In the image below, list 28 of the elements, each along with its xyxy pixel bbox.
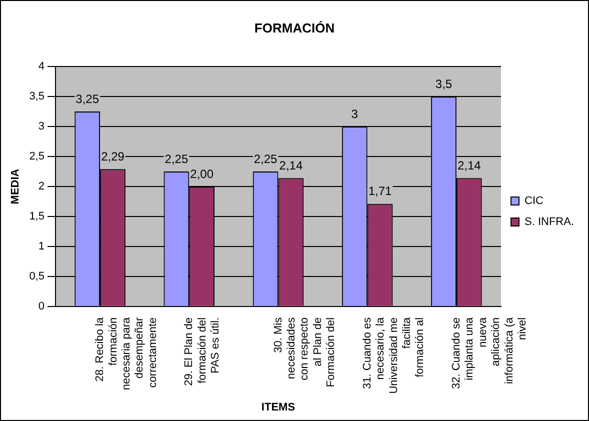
- legend-label: CIC: [524, 195, 544, 208]
- y-tick-label: 4: [38, 60, 44, 73]
- data-label: 1,71: [368, 184, 392, 198]
- y-tick-label: 1,5: [29, 210, 44, 222]
- legend-label: S. INFRA.: [524, 216, 574, 228]
- x-axis-title: ITEMS: [261, 401, 296, 414]
- data-label: 2,14: [279, 158, 303, 172]
- y-tick-label: 3: [38, 120, 44, 133]
- data-label: 3: [351, 106, 358, 121]
- x-tick-label: 30. Mis necesidades con respecto al Plan de Formación del: [272, 316, 338, 388]
- data-label: 2,29: [101, 149, 125, 164]
- y-tick-label: 2,5: [29, 150, 44, 163]
- x-tick-label: 32. Cuando se implanta una nueva aplicación informática (a nivel: [450, 316, 528, 389]
- data-label: 3,25: [76, 92, 100, 106]
- data-label: 2,25: [254, 152, 278, 166]
- y-tick-label: 2: [38, 180, 44, 193]
- data-label: 3,5: [435, 76, 452, 91]
- x-tick-label: 28. Recibo la formación necesaria para desempeñar correctamente: [94, 316, 159, 390]
- y-tick-label: 3,5: [29, 90, 44, 103]
- x-tick-label: 29. El Plan de formación del PAS es útil.: [183, 317, 222, 386]
- y-axis-title: MEDIA: [10, 168, 22, 204]
- y-tick-label: 0: [38, 300, 44, 312]
- data-label: 2,25: [164, 152, 188, 166]
- y-tick-label: 1: [38, 240, 44, 252]
- chart-title: FORMACIÓN: [254, 20, 335, 36]
- data-label: 2,14: [457, 158, 482, 172]
- y-tick-label: 0,5: [29, 270, 44, 282]
- data-label: 2,00: [190, 166, 214, 181]
